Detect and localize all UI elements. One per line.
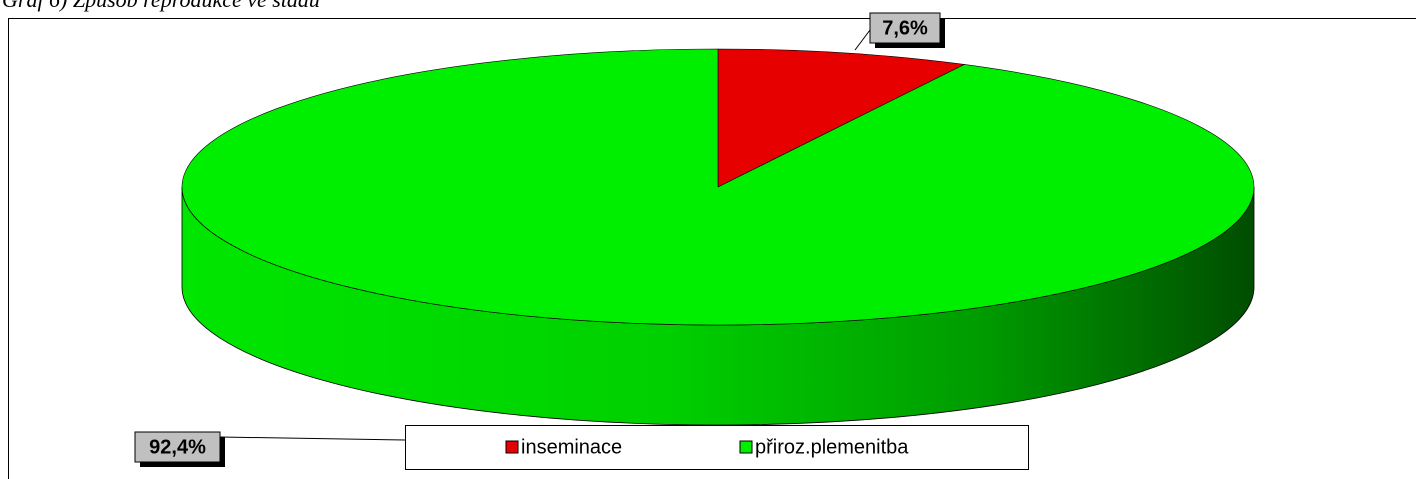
label-box bbox=[869, 12, 941, 44]
leader-line bbox=[219, 436, 406, 441]
pie-slice bbox=[717, 48, 966, 188]
chart-frame bbox=[8, 18, 1416, 479]
data-label: 7,6% bbox=[882, 17, 928, 39]
pie-slice bbox=[181, 48, 1255, 326]
legend-swatch bbox=[505, 440, 519, 454]
label-box bbox=[134, 431, 221, 463]
chart-title: Graf 6) Způsob reprodukce ve stádu bbox=[2, 0, 320, 12]
leader-line bbox=[854, 29, 871, 51]
legend-label: inseminace bbox=[521, 436, 622, 458]
legend-swatch bbox=[739, 440, 753, 454]
data-label: 92,4% bbox=[149, 436, 206, 458]
legend-label: přiroz.plemenitba bbox=[755, 436, 909, 458]
legend bbox=[405, 425, 1029, 470]
